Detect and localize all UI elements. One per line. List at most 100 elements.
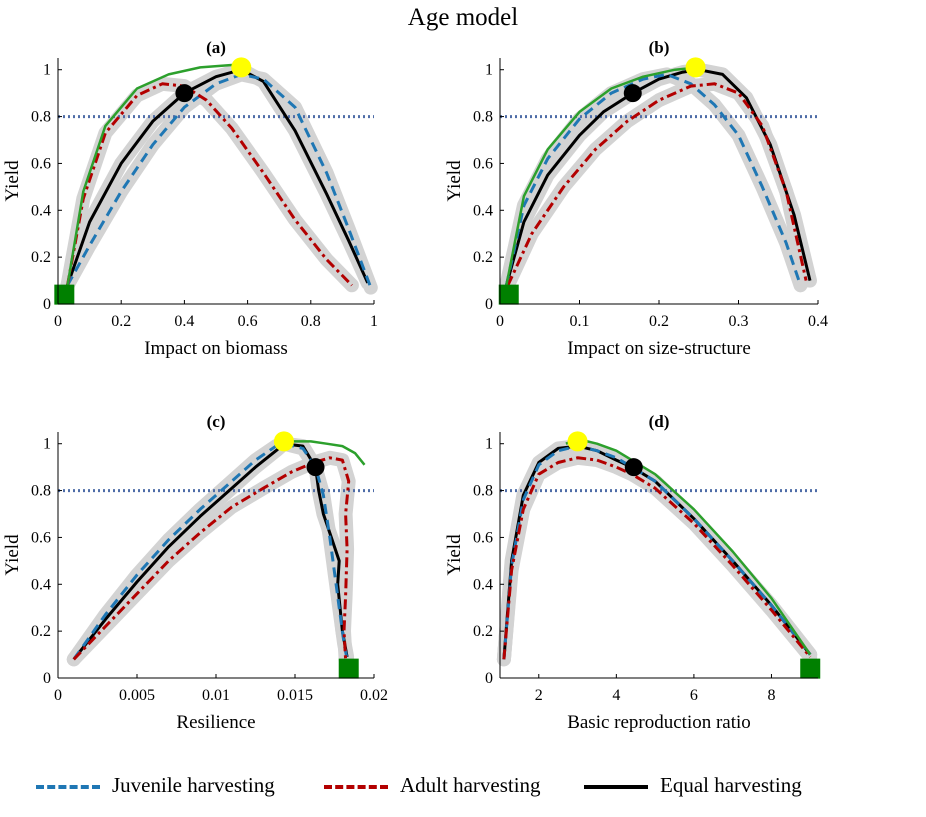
x-tick-label: 0.01 [202,687,230,704]
x-axis-label: Basic reproduction ratio [567,712,751,733]
x-tick-label: 0.3 [729,313,749,330]
legend-label-equal: Equal harvesting [660,773,802,797]
series-line-adult [502,456,812,660]
max-yield-marker [685,57,706,78]
x-axis-label: Resilience [176,712,255,733]
x-axis-label: Impact on biomass [144,338,288,359]
y-tick-label: 0.2 [31,623,51,640]
x-tick-label: 0 [496,313,504,330]
panel-label: (c) [207,412,226,431]
legend-swatch-equal [584,785,648,790]
legend: Juvenile harvesting Adult harvesting Equ… [0,773,926,807]
x-tick-label: 2 [535,687,543,704]
y-tick-label: 0.6 [31,155,51,172]
series-line-equal [66,68,370,286]
x-tick-label: 0.02 [360,687,388,704]
uncertainty-band [496,450,818,667]
y-tick-label: 0 [485,296,493,313]
y-tick-label: 0.6 [473,529,493,546]
legend-label-adult: Adult harvesting [400,773,541,797]
y-tick-label: 0.4 [31,202,51,219]
series-line-juvenile [502,444,812,660]
x-tick-label: 0.015 [277,687,313,704]
max-yield-marker [231,57,252,78]
max-yield-marker [273,431,294,452]
y-tick-label: 0.6 [31,529,51,546]
uncertainty-band [66,436,355,667]
x-tick-label: 0.6 [238,313,258,330]
origin-marker [498,284,519,305]
chart-panel-1: 0 0.2 0.4 0.6 0.8 1 0 0.2 0.4 0.6 0.8 1 (a) Impact on… [2,38,378,359]
y-tick-label: 0.8 [473,483,493,500]
x-tick-label: 6 [690,687,698,704]
chart-panel-2: 0 0.2 0.4 0.6 0.8 1 0 0.1 0.2 0.3 0.4 (b) Impact on … [444,38,828,359]
panel-label: (b) [649,38,670,57]
uncertainty-band [66,436,355,667]
y-tick-label: 0.2 [473,249,493,266]
y-tick-label: 0.8 [31,109,51,126]
legend-swatch-juvenile [36,785,100,790]
equal-harvest-marker [306,458,325,477]
x-tick-label: 4 [612,687,620,704]
y-tick-label: 0.2 [473,623,493,640]
panel-label: (d) [649,412,670,431]
origin-marker [54,284,75,305]
legend-item-adult: Adult harvesting [324,773,541,798]
figure-title: Age model [407,4,519,31]
y-tick-label: 0.8 [473,109,493,126]
y-axis-label: Yield [444,160,465,202]
panel-label: (a) [206,38,226,57]
y-tick-label: 1 [43,436,51,453]
x-tick-label: 0 [54,687,62,704]
x-tick-label: 0.1 [570,313,590,330]
y-tick-label: 1 [485,62,493,79]
series-line-envelope [505,66,699,286]
series-line-juvenile [72,442,349,661]
series-line-envelope [283,440,366,466]
legend-swatch-adult [324,785,388,790]
y-axis-label: Yield [444,534,465,576]
uncertainty-band [496,439,818,667]
equal-harvest-marker [175,84,194,103]
y-axis-label: Yield [2,160,23,202]
series-line-equal [72,442,349,661]
uncertainty-band [66,450,356,667]
y-tick-label: 0 [43,296,51,313]
legend-item-equal: Equal harvesting [584,773,802,798]
y-tick-label: 0.4 [473,202,493,219]
x-tick-label: 0.2 [111,313,131,330]
legend-item-juvenile: Juvenile harvesting [36,773,275,798]
y-tick-label: 1 [485,436,493,453]
equal-harvest-marker [623,84,642,103]
series-line-adult [72,456,351,661]
y-tick-label: 0.8 [31,483,51,500]
y-tick-label: 0.4 [473,576,493,593]
equal-harvest-marker [624,458,643,477]
uncertainty-band [60,76,359,293]
y-tick-label: 0.4 [31,576,51,593]
max-yield-marker [567,431,588,452]
x-tick-label: 0 [54,313,62,330]
legend-label-juvenile: Juvenile harvesting [112,773,275,797]
series-line-juvenile [504,72,802,286]
origin-marker [800,658,821,679]
x-tick-label: 0.8 [301,313,321,330]
y-tick-label: 0 [485,670,493,687]
y-tick-label: 0.6 [473,155,493,172]
y-tick-label: 0 [43,670,51,687]
y-tick-label: 1 [43,62,51,79]
x-tick-label: 1 [370,313,378,330]
x-tick-label: 0.4 [174,313,194,330]
origin-marker [338,658,359,679]
x-axis-label: Impact on size-structure [567,338,751,359]
y-axis-label: Yield [2,534,23,576]
x-tick-label: 0.005 [119,687,155,704]
x-tick-label: 0.4 [808,313,828,330]
series-line-adult [506,82,808,286]
x-tick-label: 0.2 [649,313,669,330]
series-line-envelope [66,63,242,286]
series-line-juvenile [66,72,373,289]
x-tick-label: 8 [767,687,775,704]
y-tick-label: 0.2 [31,249,51,266]
